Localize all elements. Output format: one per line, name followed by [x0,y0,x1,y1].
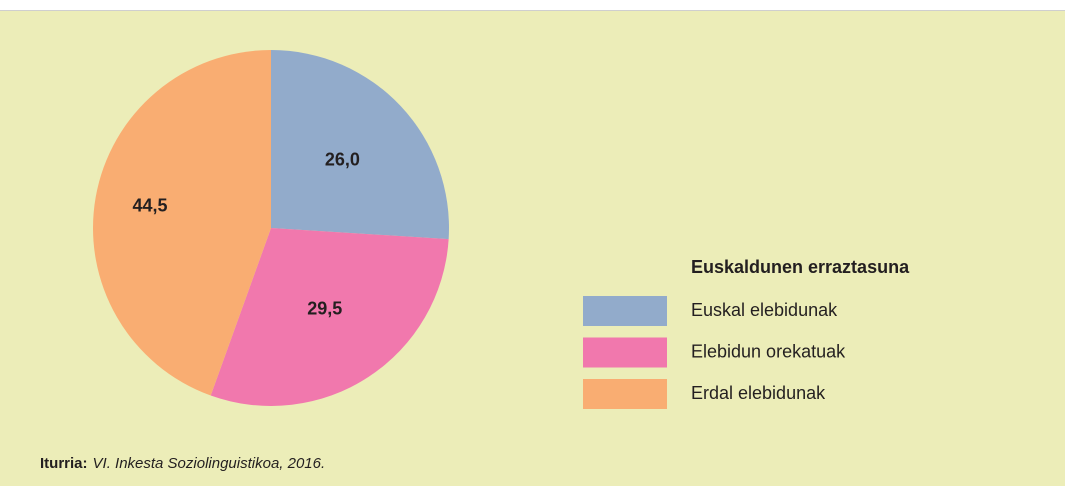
legend-label: Elebidun orekatuak [691,341,846,361]
source-label: Iturria: [40,455,88,472]
source: Iturria: VI. Inkesta Soziolinguistikoa, 2… [40,455,325,472]
data-label: 44,5 [132,196,167,216]
pie-slice [271,50,449,240]
pie-slice [93,50,271,396]
data-label: 29,5 [307,299,342,319]
legend-label: Euskal elebidunak [691,300,838,320]
source-text: VI. Inkesta Soziolinguistikoa, 2016. [93,455,326,472]
pie-slice [210,228,449,406]
legend-title: Euskaldunen erraztasuna [691,257,910,277]
legend-label: Erdal elebidunak [691,383,826,403]
legend-swatch [583,337,667,368]
legend-swatch [583,379,667,409]
top-strip [0,0,1065,10]
data-label: 26,0 [325,150,360,170]
legend-swatch [583,296,667,326]
